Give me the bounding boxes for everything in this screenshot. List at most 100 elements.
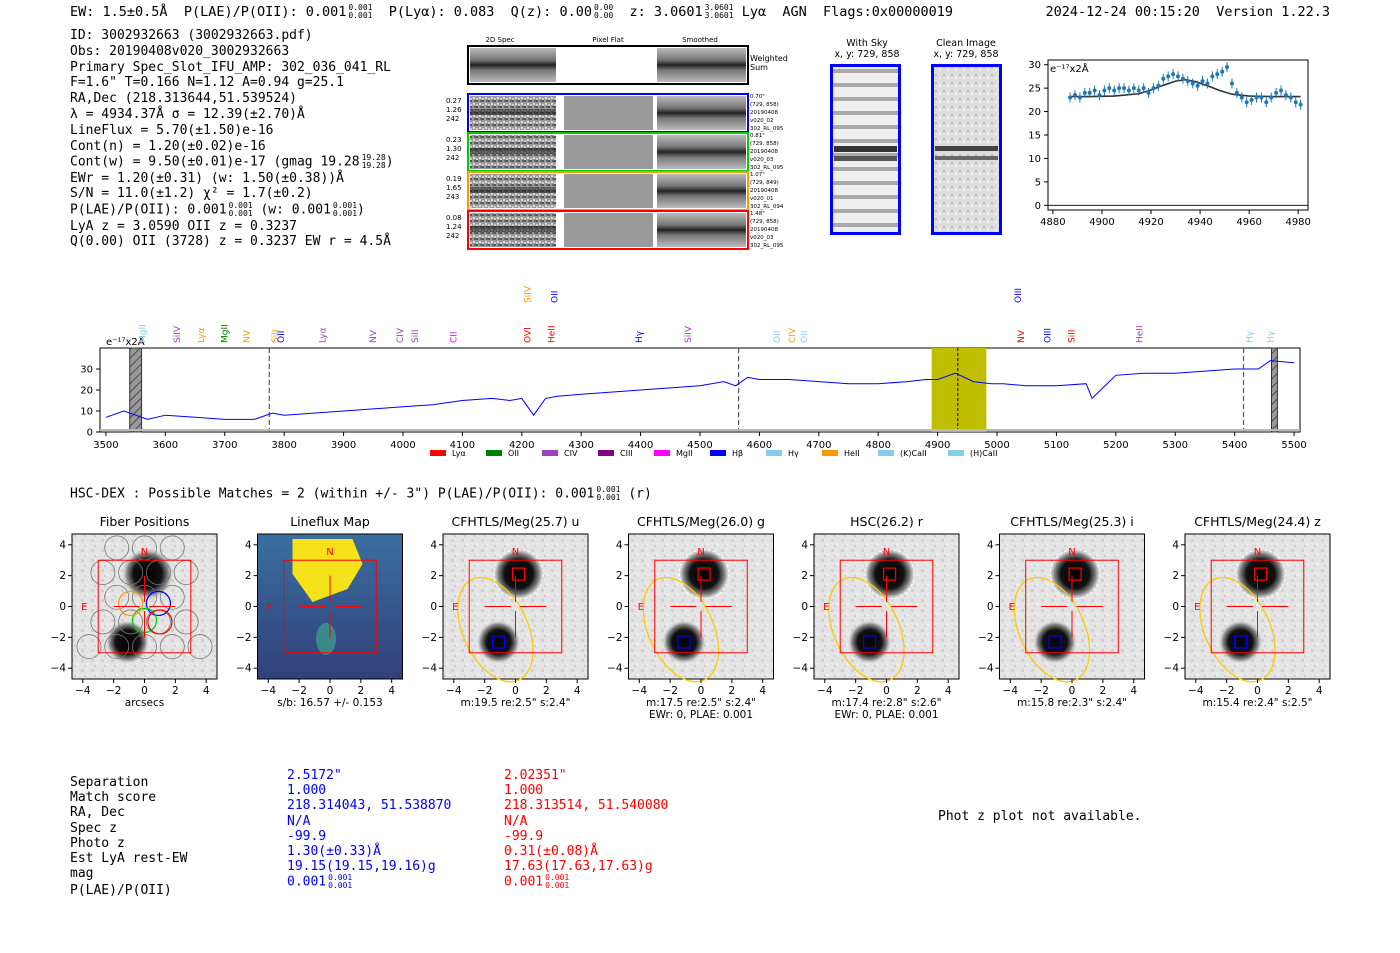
zoom-xtick-label: 4940 xyxy=(1187,217,1212,228)
zoom-data-point xyxy=(1156,83,1161,88)
sky-clean-images xyxy=(830,64,1002,235)
header-flags: Flags:0x00000019 xyxy=(823,4,954,20)
panel-xtick-label: −2 xyxy=(1033,685,1048,697)
cutout-row-trace xyxy=(470,187,556,193)
cutout-row-right-label: 1.07" xyxy=(750,172,765,178)
zoom-data-point xyxy=(1151,86,1156,91)
match-label: Est LyA rest-EW xyxy=(70,851,188,867)
cutout-row-flat xyxy=(564,213,653,247)
zoom-data-point xyxy=(1200,79,1205,84)
zoom-data-point xyxy=(1180,76,1185,81)
panel-ytick-label: −2 xyxy=(793,632,808,644)
with-sky-title: With Sky xyxy=(846,38,888,49)
full-xtick-label: 5500 xyxy=(1281,440,1306,451)
zoom-data-point xyxy=(1185,79,1190,84)
zoom-data-point xyxy=(1274,90,1279,95)
full-xtick-label: 4600 xyxy=(747,440,772,451)
full-xtick-label: 4400 xyxy=(628,440,653,451)
cutout-row-left-label: 242 xyxy=(446,115,459,123)
zoom-data-point xyxy=(1220,69,1225,74)
zoom-data-point xyxy=(1249,97,1254,102)
emission-line-label: HeII xyxy=(1136,325,1146,343)
east-label: E xyxy=(1009,602,1015,613)
panel-ytick-label: 2 xyxy=(616,570,623,582)
match-value: 17.63(17.63,17.63)g xyxy=(504,859,653,875)
cutout-row-left-label: 242 xyxy=(446,154,459,162)
aperture-north xyxy=(1049,548,1101,600)
timestamp: 2024-12-24 00:15:20 xyxy=(1045,4,1200,20)
legend-label: OII xyxy=(508,449,519,458)
panel-ytick-label: 2 xyxy=(801,570,808,582)
panel-xtick-label: 2 xyxy=(729,685,736,697)
aperture-ellipse xyxy=(828,576,905,683)
zoom-xtick-label: 4960 xyxy=(1236,217,1261,228)
zoom-plot-area xyxy=(1047,59,1309,211)
cutout-header-flat: Pixel Flat xyxy=(592,36,624,44)
zoom-ytick-label: 10 xyxy=(1028,154,1041,165)
panel-ytick-label: 4 xyxy=(245,539,252,551)
source-south xyxy=(476,619,521,664)
panel-caption: s/b: 16.57 +/- 0.153 xyxy=(277,697,382,709)
header-plya: P(Lyα): 0.083 xyxy=(388,4,495,20)
match-value: 218.313514, 51.540080 xyxy=(504,798,669,814)
match-value: -99.9 xyxy=(287,828,327,844)
match-value: 0.001 0.001 0.001 xyxy=(287,873,353,891)
legend-swatch xyxy=(766,450,782,456)
full-xtick-label: 3500 xyxy=(93,440,118,451)
legend-label: CIII xyxy=(620,449,633,458)
match-value: 2.5172" xyxy=(287,768,342,783)
zoom-ytick-label: 0 xyxy=(1035,201,1041,212)
panel-ytick-label: 0 xyxy=(245,601,252,613)
reticle-box xyxy=(839,559,934,654)
cutout-row-smoothed xyxy=(657,213,746,247)
match-box-blue xyxy=(862,635,877,649)
aperture-ellipse xyxy=(457,576,534,683)
info-ewr: EWr = 1.20(±0.31) (w: 1.50(±0.38))Å xyxy=(70,170,344,186)
panel-ytick-label: −2 xyxy=(1164,632,1179,644)
match-box-red xyxy=(1068,567,1082,581)
match-box-red xyxy=(882,567,897,581)
clean-title: Clean Image xyxy=(936,38,996,49)
full-xtick-label: 3900 xyxy=(331,440,356,451)
zoom-data-point xyxy=(1298,102,1303,107)
match-box-red xyxy=(1253,567,1268,581)
match-title: HSC-DEX : Possible Matches = 2 (within +… xyxy=(70,485,652,502)
info-lambda: λ = 4934.37Å σ = 12.39(±2.70)Å xyxy=(70,106,305,122)
panel-title: CFHTLS/Meg(24.4) z xyxy=(1194,514,1321,529)
cutout-row-right-label: (729, 858) xyxy=(750,102,779,108)
panel-ytick-label: −2 xyxy=(978,632,993,644)
panel-xtick-label: 4 xyxy=(203,685,210,697)
match-table-labels: Separation Match score RA, Dec Spec z Photo … xyxy=(70,775,187,899)
match-value: 218.314043, 51.538870 xyxy=(287,798,452,814)
zoom-data-point xyxy=(1269,95,1274,100)
cutout-row-frame xyxy=(467,210,749,250)
match-box-red xyxy=(697,567,711,581)
aperture-north xyxy=(678,548,730,600)
legend-label: CIV xyxy=(564,449,578,458)
panel-xtick-label: 0 xyxy=(327,685,334,697)
full-ytick-label: 30 xyxy=(80,365,93,376)
source-north xyxy=(1234,548,1287,601)
legend-swatch xyxy=(654,450,670,456)
fiber-highlight xyxy=(147,609,173,635)
emission-line-label: NV xyxy=(1017,329,1027,343)
match-box-blue xyxy=(677,635,691,649)
cutout-row-left-label: 0.08 xyxy=(446,214,462,222)
panel-ytick-label: 4 xyxy=(616,539,623,551)
full-xtick-label: 4200 xyxy=(509,440,534,451)
aperture-ellipse xyxy=(642,576,720,683)
panel-xtick-label: 4 xyxy=(1130,685,1137,697)
emission-line-label: Hγ xyxy=(1245,330,1255,343)
panel-xtick-label: −2 xyxy=(291,685,306,697)
full-ytick-label: 20 xyxy=(80,386,93,397)
source-north xyxy=(863,548,916,601)
north-label: N xyxy=(697,547,704,558)
panel-xtick-label: 4 xyxy=(945,685,952,697)
full-xtick-label: 4100 xyxy=(450,440,475,451)
info-id: ID: 3002932663 (3002932663.pdf) xyxy=(70,28,313,43)
info-radec: RA,Dec (218.313644,51.539524) xyxy=(70,91,297,107)
aperture-north xyxy=(493,548,544,600)
match-box-red xyxy=(511,567,526,581)
fiber-circle xyxy=(187,634,213,660)
